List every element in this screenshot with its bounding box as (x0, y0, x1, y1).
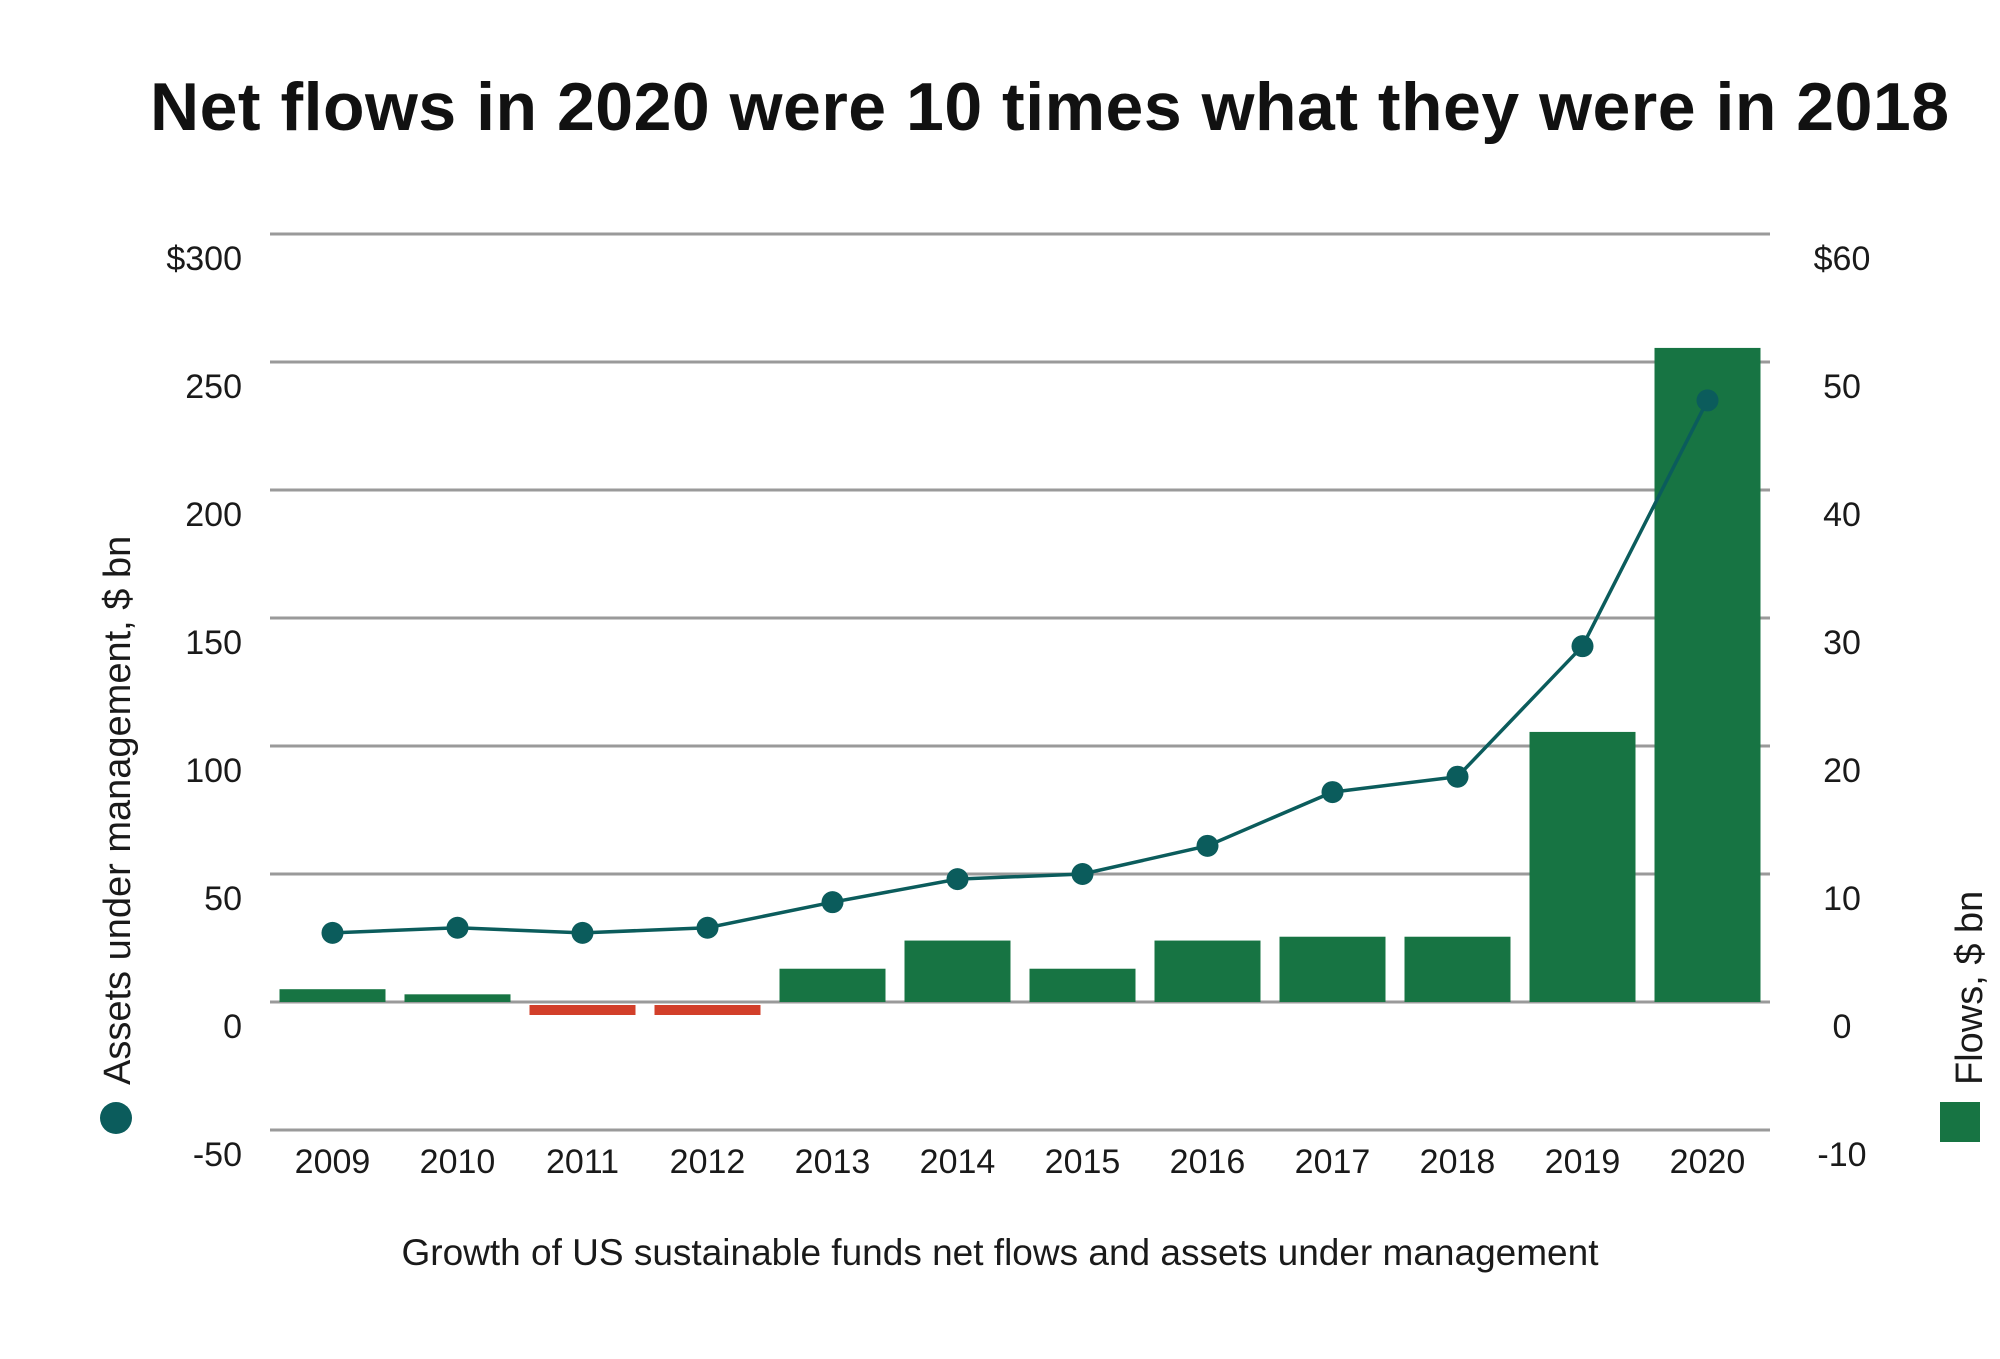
right-axis-title: Flows, $ bn (1949, 891, 1991, 1085)
flow-bar (904, 940, 1011, 1002)
right-tick-label: -10 (1817, 1136, 1866, 1174)
flow-bar (779, 968, 886, 1002)
x-tick-label: 2015 (1045, 1143, 1121, 1181)
x-tick-label: 2020 (1670, 1143, 1746, 1181)
aum-point (1446, 765, 1469, 788)
aum-point (1321, 781, 1344, 804)
aum-point (446, 916, 469, 939)
left-axis-title: Assets under management, $ bn (97, 536, 139, 1085)
x-tick-label: 2017 (1295, 1143, 1371, 1181)
aum-point (1696, 389, 1719, 412)
aum-line (321, 389, 1719, 944)
aum-point (696, 916, 719, 939)
right-tick-label: 30 (1823, 624, 1861, 662)
right-tick-label: 0 (1833, 1008, 1852, 1046)
left-tick-label: 100 (185, 752, 242, 790)
aum-point (946, 868, 969, 891)
aum-point (1571, 635, 1594, 658)
flow-bars (279, 347, 1761, 1015)
left-tick-label: $300 (166, 240, 242, 278)
flow-bar (1654, 347, 1761, 1002)
right-tick-label: $60 (1814, 240, 1871, 278)
flow-bar (1529, 731, 1636, 1002)
x-tick-label: 2012 (670, 1143, 746, 1181)
left-tick-label: 0 (223, 1008, 242, 1046)
flow-bar (279, 989, 386, 1002)
chart-caption: Growth of US sustainable funds net flows… (401, 1232, 1599, 1273)
left-tick-label: 250 (185, 368, 242, 406)
aum-point (821, 891, 844, 914)
x-tick-label: 2014 (920, 1143, 996, 1181)
x-tick-label: 2013 (795, 1143, 871, 1181)
x-tick-label: 2010 (420, 1143, 496, 1181)
flow-bar (1029, 968, 1136, 1002)
x-tick-label: 2009 (295, 1143, 371, 1181)
left-tick-label: -50 (193, 1136, 242, 1174)
flow-bar (529, 1005, 636, 1015)
aum-legend-marker (100, 1102, 132, 1134)
gridlines (270, 232, 1770, 1132)
left-tick-label: 50 (204, 880, 242, 918)
aum-line-path (332, 399, 1710, 935)
axis-titles: Assets under management, $ bn Flows, $ bn (97, 536, 1991, 1142)
right-tick-label: 40 (1823, 496, 1861, 534)
chart-title: Net flows in 2020 were 10 times what the… (150, 69, 1950, 145)
right-tick-label: 50 (1823, 368, 1861, 406)
left-tick-label: 150 (185, 624, 242, 662)
x-tick-label: 2019 (1545, 1143, 1621, 1181)
right-tick-label: 20 (1823, 752, 1861, 790)
right-tick-label: 10 (1823, 880, 1861, 918)
flows-legend-marker (1940, 1102, 1980, 1142)
flow-bar (1404, 936, 1511, 1002)
x-tick-label: 2018 (1420, 1143, 1496, 1181)
aum-point (321, 921, 344, 944)
x-tick-label: 2016 (1170, 1143, 1246, 1181)
flow-bar (1154, 940, 1261, 1002)
flow-bar (1279, 936, 1386, 1002)
left-tick-label: 200 (185, 496, 242, 534)
aum-point (571, 921, 594, 944)
tick-labels: $300250200150100500-50$6050403020100-102… (166, 240, 1870, 1181)
flow-bar (654, 1005, 761, 1015)
x-tick-label: 2011 (546, 1143, 619, 1181)
aum-point (1071, 863, 1094, 885)
aum-point (1196, 834, 1219, 857)
flow-bar (404, 994, 511, 1002)
